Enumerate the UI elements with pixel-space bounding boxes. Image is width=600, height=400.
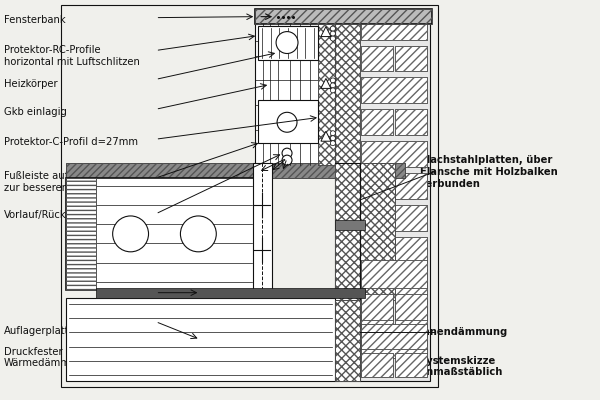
Circle shape [181, 216, 216, 252]
Bar [361, 14, 427, 40]
Bar [361, 301, 392, 326]
Circle shape [331, 78, 335, 83]
Bar [361, 173, 392, 199]
Bar [335, 300, 360, 381]
Bar [361, 109, 392, 135]
Bar [258, 26, 318, 60]
Circle shape [331, 136, 335, 141]
Bar [335, 11, 360, 381]
Bar [335, 11, 430, 381]
Bar [361, 324, 427, 350]
Bar [361, 354, 392, 377]
Text: Druckfester
Wärmedämmstoff: Druckfester Wärmedämmstoff [4, 347, 93, 368]
Circle shape [282, 148, 292, 158]
Circle shape [282, 155, 292, 165]
Bar [66, 178, 255, 290]
Bar [258, 100, 318, 143]
Text: Vorlauf/Rücklauf: Vorlauf/Rücklauf [4, 210, 86, 220]
Bar [361, 205, 427, 231]
Bar [395, 109, 427, 135]
Bar [361, 269, 427, 295]
Bar [361, 294, 392, 320]
Bar [395, 301, 427, 326]
Bar [255, 24, 335, 165]
Bar [66, 178, 96, 290]
Text: Fußleiste auf steifer Feder
zur besseren Justierung: Fußleiste auf steifer Feder zur besseren… [4, 171, 134, 193]
Circle shape [276, 32, 298, 54]
Bar [361, 332, 427, 358]
Bar [361, 78, 427, 103]
Bar [61, 5, 437, 387]
Bar [335, 163, 395, 300]
Bar [395, 109, 427, 135]
Circle shape [331, 141, 335, 146]
Circle shape [331, 88, 335, 93]
Bar [395, 237, 427, 263]
Polygon shape [321, 131, 331, 141]
Bar [361, 109, 392, 135]
Bar [395, 173, 427, 199]
Bar [361, 237, 392, 263]
Circle shape [331, 36, 335, 41]
Circle shape [277, 112, 297, 132]
Bar [361, 332, 427, 358]
Circle shape [331, 26, 335, 31]
Bar [361, 173, 392, 199]
Bar [395, 294, 427, 320]
Polygon shape [321, 27, 331, 36]
Bar [361, 141, 427, 167]
Circle shape [331, 31, 335, 36]
Text: Protektor-C-Profil d=27mm: Protektor-C-Profil d=27mm [4, 137, 138, 147]
Bar [361, 46, 392, 72]
Bar [335, 300, 360, 381]
Bar [66, 163, 404, 178]
Polygon shape [321, 78, 331, 88]
Bar [255, 9, 431, 24]
Bar [361, 141, 427, 167]
Text: Flachstahlplatten, über
Flansche mit Holzbalken
verbunden: Flachstahlplatten, über Flansche mit Hol… [419, 156, 557, 189]
Bar [361, 269, 427, 295]
Bar [96, 288, 365, 298]
Bar [318, 24, 335, 165]
Bar [361, 205, 427, 231]
Text: Innendämmung: Innendämmung [419, 327, 508, 337]
Text: Gkb einlagig: Gkb einlagig [4, 107, 67, 117]
Bar [395, 354, 427, 377]
Bar [361, 46, 392, 72]
Circle shape [331, 131, 335, 136]
Bar [335, 163, 395, 300]
Text: Fensterbank: Fensterbank [4, 15, 65, 25]
Bar [335, 220, 365, 230]
Bar [361, 260, 427, 288]
Bar [361, 301, 392, 326]
Bar [335, 11, 360, 381]
Text: Protektor-RC-Profile
horizontal mit Luftschlitzen: Protektor-RC-Profile horizontal mit Luft… [4, 45, 140, 66]
Bar [253, 163, 272, 290]
Bar [66, 298, 335, 381]
Bar [361, 294, 392, 320]
Bar [66, 163, 404, 178]
Bar [361, 260, 427, 288]
Bar [361, 14, 427, 40]
Bar [395, 354, 427, 377]
Text: Heizkörper: Heizkörper [4, 80, 58, 90]
Bar [395, 46, 427, 72]
Bar [361, 354, 392, 377]
Circle shape [113, 216, 149, 252]
Bar [255, 9, 431, 24]
Circle shape [331, 83, 335, 88]
Bar [361, 324, 427, 350]
Bar [395, 301, 427, 326]
Text: Systemskizze
unmaßstäblich: Systemskizze unmaßstäblich [419, 356, 503, 378]
Bar [66, 178, 96, 290]
Bar [395, 237, 427, 263]
Text: Auflagerplatte: Auflagerplatte [4, 326, 76, 336]
Bar [395, 46, 427, 72]
Bar [361, 78, 427, 103]
Bar [395, 294, 427, 320]
Bar [395, 173, 427, 199]
Bar [318, 24, 335, 165]
Bar [361, 237, 392, 263]
